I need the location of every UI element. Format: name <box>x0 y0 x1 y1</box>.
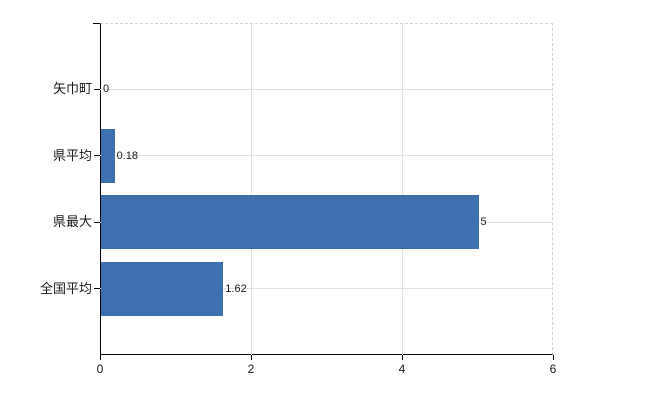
category-label: 全国平均 <box>39 280 92 296</box>
value-label: 0 <box>103 83 110 96</box>
y-axis-tick <box>94 155 100 157</box>
x-axis-tick <box>250 355 252 360</box>
x-tick-label: 2 <box>247 362 255 376</box>
bar <box>101 128 115 183</box>
value-label: 5 <box>480 216 487 229</box>
x-axis-tick <box>401 355 403 360</box>
category-label: 矢巾町 <box>52 81 92 97</box>
v-gridline <box>251 23 252 355</box>
v-gridline <box>402 23 403 355</box>
plot-area <box>100 23 553 355</box>
x-tick-label: 0 <box>96 362 104 376</box>
x-axis-tick <box>552 355 554 360</box>
value-label: 1.62 <box>225 282 247 295</box>
bar <box>101 261 224 316</box>
y-axis-tick <box>94 221 100 223</box>
x-tick-label: 4 <box>398 362 406 376</box>
y-axis-top-tick <box>93 23 100 24</box>
x-axis-tick <box>99 355 101 360</box>
y-axis-tick <box>94 288 100 290</box>
x-tick-label: 6 <box>549 362 557 376</box>
h-gridline <box>100 155 553 157</box>
h-gridline <box>100 88 553 90</box>
category-label: 県最大 <box>52 214 92 230</box>
value-label: 0.18 <box>116 149 138 162</box>
y-axis-tick <box>94 88 100 90</box>
category-label: 県平均 <box>52 147 92 163</box>
bar <box>101 195 479 250</box>
h-gridline <box>100 288 553 290</box>
